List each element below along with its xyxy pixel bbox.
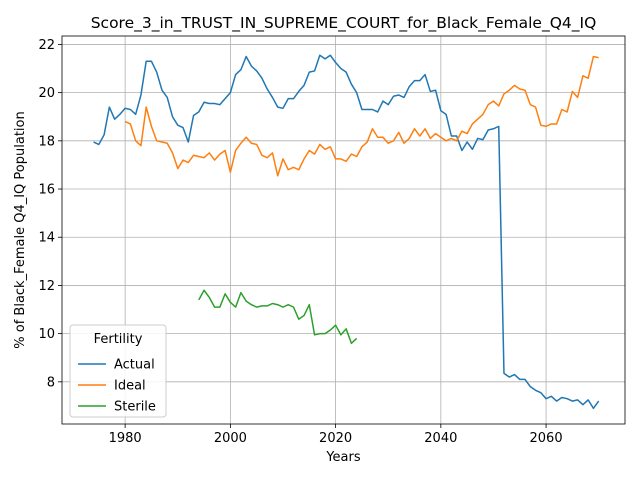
legend-label-actual: Actual [114,358,155,373]
plot-area-frame [61,35,626,425]
y-tick-label: 20 [38,86,55,101]
series-line-actual [93,54,600,410]
legend-title: Fertility [94,332,143,347]
y-tick-label: 10 [38,327,55,342]
grid [62,36,625,424]
series-lines [93,54,600,410]
chart-title: Score_3_in_TRUST_IN_SUPREME_COURT_for_Bl… [91,14,597,33]
y-axis-title: % of Black_Female Q4_IQ Population [13,111,28,348]
series-line-ideal [124,55,599,177]
y-tick-label: 18 [38,134,55,149]
legend-label-sterile: Sterile [114,400,156,415]
x-tick-label: 2020 [319,431,352,446]
x-tick-label: 2000 [214,431,247,446]
y-tick-label: 12 [38,279,55,294]
x-axis-title: Years [325,450,361,465]
y-tick-label: 8 [47,375,55,390]
x-tick-label: 2040 [424,431,457,446]
legend: Fertility Actual Ideal Sterile [69,324,167,418]
x-tick-label: 2060 [530,431,563,446]
y-tick-label: 14 [38,231,55,246]
y-tick-label: 16 [38,183,55,198]
x-tick-label: 1980 [109,431,142,446]
legend-box [69,324,167,418]
legend-label-ideal: Ideal [114,379,146,394]
axes: 1980 2000 2020 2040 2060 8 10 12 14 16 18 20 22 [38,38,562,446]
y-tick-label: 22 [38,38,55,53]
series-line-sterile [198,289,358,345]
